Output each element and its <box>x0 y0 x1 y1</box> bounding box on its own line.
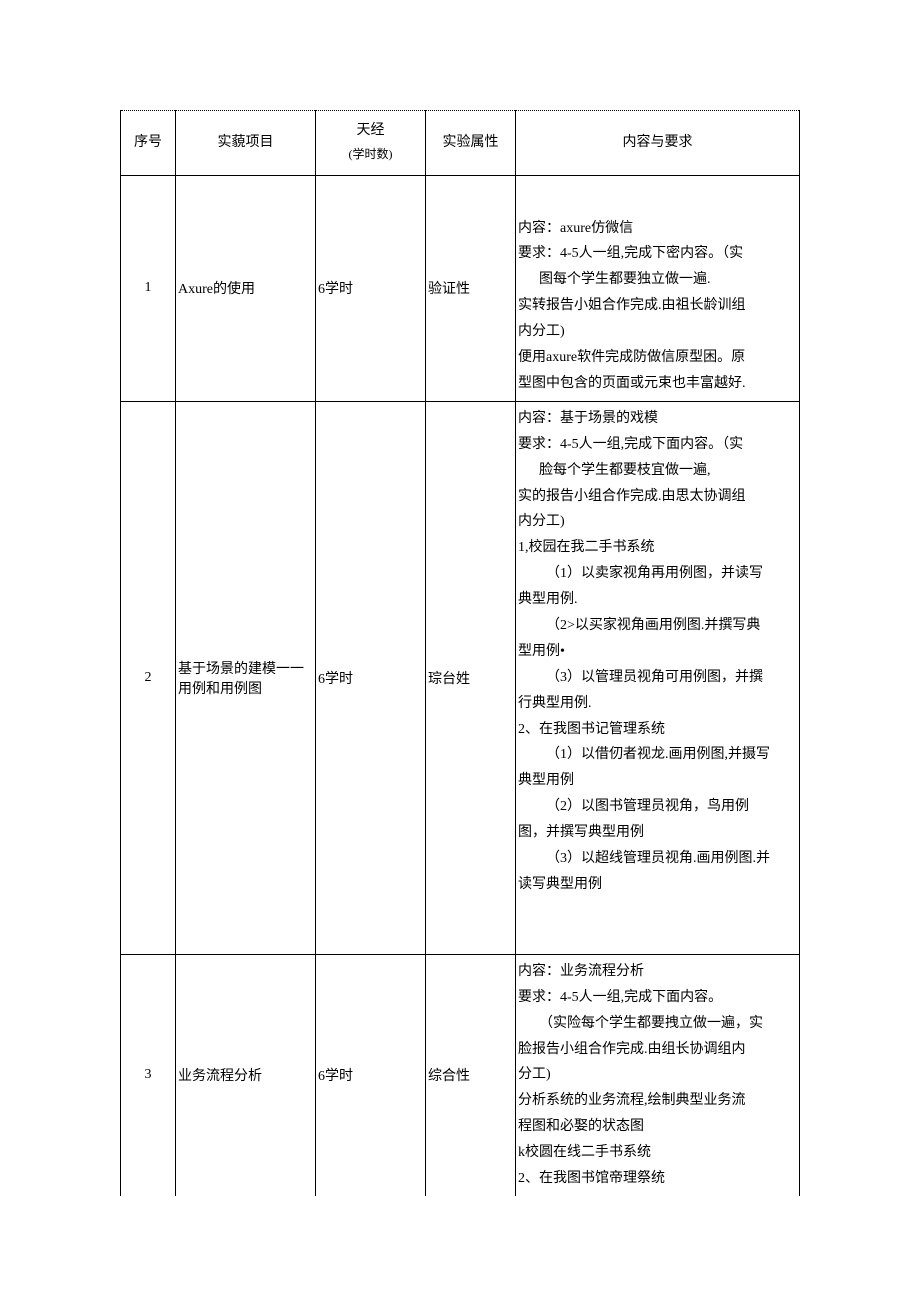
cell-attr: 验证性 <box>426 175 516 401</box>
cell-seq: 1 <box>121 175 176 401</box>
header-attr: 实验属性 <box>426 111 516 176</box>
cell-hours: 6学时 <box>316 401 426 954</box>
content-line: （3）以管理员视角可用例图，并撰 <box>518 665 795 691</box>
content-line: 2、在我图书馆帝理祭统 <box>518 1166 795 1192</box>
content-line: 读写典型用例 <box>518 872 795 898</box>
content-line: （实险每个学生都要拽立做一遍，实 <box>518 1011 795 1037</box>
content-line: 内容：业务流程分析 <box>518 959 795 985</box>
cell-project: 业务流程分析 <box>176 954 316 1196</box>
header-project: 实藐项目 <box>176 111 316 176</box>
content-line: 便用axure软件完成防做信原型困。原 <box>518 345 795 371</box>
content-line: 实转报告小姐合作完成.由祖长龄训组 <box>518 293 795 319</box>
header-hours-sublabel: (学时数) <box>349 147 393 161</box>
table-header-row: 序号 实藐项目 天经 (学时数) 实验属性 内容与要求 <box>121 111 800 176</box>
content-line: 实的报告小组合作完成.由思太协调组 <box>518 484 795 510</box>
content-line: 图，并撰写典型用例 <box>518 820 795 846</box>
experiment-table: 序号 实藐项目 天经 (学时数) 实验属性 内容与要求 1 Axure的使用 6… <box>120 110 800 1196</box>
content-line: 内容：axure仿微信 <box>518 216 795 242</box>
content-line: 型用例• <box>518 639 795 665</box>
header-hours: 天经 (学时数) <box>316 111 426 176</box>
content-line: 典型用例. <box>518 587 795 613</box>
cell-project: Axure的使用 <box>176 175 316 401</box>
cell-content: 内容：axure仿微信要求：4-5人一组,完成下密内容。（实图每个学生都要独立做… <box>516 175 800 401</box>
cell-seq: 3 <box>121 954 176 1196</box>
cell-seq: 2 <box>121 401 176 954</box>
content-line: 典型用例 <box>518 768 795 794</box>
content-line: （2）以图书管理员视角，鸟用例 <box>518 794 795 820</box>
cell-attr: 琮台姓 <box>426 401 516 954</box>
content-line: 图每个学生都要独立做一遍. <box>518 267 795 293</box>
content-line: 分析系统的业务流程,绘制典型业务流 <box>518 1088 795 1114</box>
content-line: k校圆在线二手书系统 <box>518 1140 795 1166</box>
content-line: （2>以买家视角画用例图.并撰写典 <box>518 613 795 639</box>
cell-content: 内容：基于场景的戏模要求：4-5人一组,完成下面内容。（实脸每个学生都要枝宜做一… <box>516 401 800 954</box>
content-line: 要求：4-5人一组,完成下密内容。（实 <box>518 241 795 267</box>
content-line: 行典型用例. <box>518 691 795 717</box>
content-line: 2、在我图书记管理系统 <box>518 717 795 743</box>
content-line: 1,校园在我二手书系统 <box>518 535 795 561</box>
header-hours-label: 天经 <box>357 123 385 138</box>
cell-attr: 综合性 <box>426 954 516 1196</box>
content-line: 内容：基于场景的戏模 <box>518 406 795 432</box>
header-content: 内容与要求 <box>516 111 800 176</box>
cell-content: 内容：业务流程分析要求：4-5人一组,完成下面内容。（实险每个学生都要拽立做一遍… <box>516 954 800 1196</box>
table-row: 2 基于场景的建模一一用例和用例图 6学时 琮台姓 内容：基于场景的戏模要求：4… <box>121 401 800 954</box>
content-line: 程图和必娶的状态图 <box>518 1114 795 1140</box>
content-line: 脸报告小组合作完成.由组长协调组内 <box>518 1037 795 1063</box>
content-line: （3）以超线管理员视角.画用例图.并 <box>518 846 795 872</box>
content-line: 要求：4-5人一组,完成下面内容。 <box>518 985 795 1011</box>
content-line: 脸每个学生都要枝宜做一遍, <box>518 458 795 484</box>
content-line: 分工) <box>518 1062 795 1088</box>
content-line: （1）以卖家视角再用例图，并读写 <box>518 561 795 587</box>
content-line: 型图中包含的页面或元束也丰富越好. <box>518 371 795 397</box>
table-row: 1 Axure的使用 6学时 验证性 内容：axure仿微信要求：4-5人一组,… <box>121 175 800 401</box>
cell-project: 基于场景的建模一一用例和用例图 <box>176 401 316 954</box>
content-line: 内分工) <box>518 319 795 345</box>
cell-hours: 6学时 <box>316 954 426 1196</box>
table-row: 3 业务流程分析 6学时 综合性 内容：业务流程分析要求：4-5人一组,完成下面… <box>121 954 800 1196</box>
cell-hours: 6学时 <box>316 175 426 401</box>
content-line: 要求：4-5人一组,完成下面内容。（实 <box>518 432 795 458</box>
content-line: 内分工) <box>518 509 795 535</box>
document-page: 序号 实藐项目 天经 (学时数) 实验属性 内容与要求 1 Axure的使用 6… <box>0 0 920 1236</box>
content-line: （1）以借仞者视龙.画用例图,并摄写 <box>518 742 795 768</box>
header-seq: 序号 <box>121 111 176 176</box>
